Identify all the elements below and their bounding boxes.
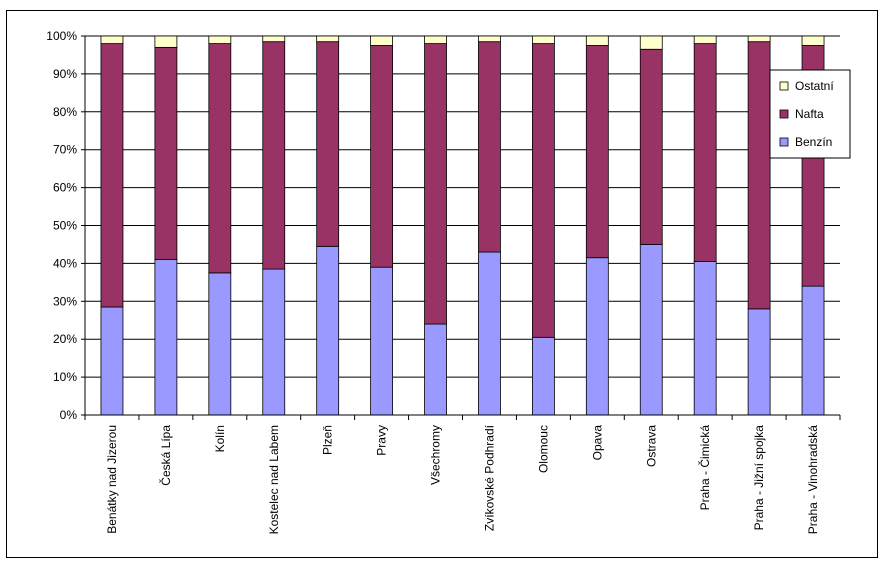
x-category-label: Praha - Čimická bbox=[697, 425, 712, 511]
bar-segment bbox=[316, 41, 340, 247]
legend-label: Benzín bbox=[795, 135, 832, 149]
legend-swatch bbox=[779, 81, 789, 91]
bar-segment bbox=[801, 285, 825, 416]
bar-segment bbox=[531, 43, 555, 338]
y-tick-label: 100% bbox=[46, 29, 77, 43]
y-tick-label: 20% bbox=[53, 332, 77, 346]
y-tick-label: 70% bbox=[53, 143, 77, 157]
y-tick-labels: 0% 10% 20% 30% 40% 50% 60% 70% 80% 90% 100% bbox=[46, 29, 77, 422]
bar-segment bbox=[370, 45, 394, 268]
x-category-label: Plzeň bbox=[321, 425, 335, 455]
x-category-label: Benátky nad Jizerou bbox=[105, 425, 119, 534]
bar-segment bbox=[585, 35, 609, 46]
bar-segment bbox=[316, 35, 340, 43]
bar-segment bbox=[154, 259, 178, 416]
gridlines bbox=[85, 35, 840, 378]
bar-segment bbox=[262, 268, 286, 416]
bar-segment bbox=[208, 272, 232, 416]
bar-segment bbox=[154, 35, 178, 48]
bar-segment bbox=[424, 43, 447, 325]
bar-segment bbox=[100, 43, 124, 308]
x-category-label: Zvíkovské Podhradí bbox=[482, 424, 496, 531]
legend-label: Nafta bbox=[795, 107, 824, 121]
x-category-label: Opava bbox=[590, 425, 604, 461]
bar-segment bbox=[154, 46, 178, 261]
bar-segment bbox=[639, 48, 663, 245]
bar-segment bbox=[639, 35, 663, 50]
x-category-label: Praha - Vinohradská bbox=[806, 425, 820, 535]
bar-segment bbox=[478, 251, 501, 416]
bar-segment bbox=[208, 43, 232, 274]
bar-segment bbox=[100, 306, 124, 416]
legend-label: Ostatní bbox=[795, 79, 834, 93]
y-tick-label: 0% bbox=[60, 408, 78, 422]
y-tick-label: 80% bbox=[53, 105, 77, 119]
bar-segment bbox=[693, 43, 717, 262]
bar-segment bbox=[585, 257, 609, 416]
bar-segment bbox=[424, 323, 447, 416]
x-category-label: Ostrava bbox=[644, 425, 658, 467]
bar-segment bbox=[531, 336, 555, 416]
bar-segment bbox=[370, 266, 394, 416]
bar-segment bbox=[100, 35, 124, 44]
bar-segment bbox=[262, 41, 286, 270]
x-category-label: Olomouc bbox=[536, 425, 550, 473]
legend-swatch bbox=[779, 137, 789, 147]
bar-segment bbox=[370, 35, 394, 46]
bar-segment bbox=[585, 45, 609, 259]
bar-segment bbox=[262, 35, 286, 43]
y-tick-label: 50% bbox=[53, 219, 77, 233]
bar-segment bbox=[747, 308, 771, 416]
bar-segment bbox=[693, 35, 717, 44]
bar-segment bbox=[801, 35, 825, 46]
x-category-label: Kolín bbox=[213, 425, 227, 452]
y-tick-label: 60% bbox=[53, 181, 77, 195]
y-tick-label: 30% bbox=[53, 294, 77, 308]
bar-segment bbox=[478, 41, 501, 253]
y-tick-label: 10% bbox=[53, 370, 77, 384]
bar-segment bbox=[208, 35, 232, 44]
x-category-label: Kostelec nad Labem bbox=[267, 425, 281, 534]
y-tick-label: 40% bbox=[53, 256, 77, 270]
axes bbox=[81, 35, 841, 420]
bar-segment bbox=[316, 245, 340, 416]
bar-segment bbox=[747, 35, 771, 43]
bar-segment bbox=[639, 244, 663, 416]
bar-segment bbox=[424, 35, 447, 44]
x-category-label: Česká Lípa bbox=[158, 425, 173, 486]
x-category-label: Praha - Jižní spojka bbox=[752, 425, 766, 531]
x-category-labels: Benátky nad Jizerou Česká Lípa Kolín Kostel… bbox=[105, 424, 820, 534]
x-category-label: Všechromy bbox=[429, 425, 443, 485]
legend-swatch bbox=[779, 109, 789, 119]
bar-segment bbox=[531, 35, 555, 44]
bar-segment bbox=[478, 35, 501, 43]
legend: Ostatní Nafta Benzín bbox=[769, 69, 851, 159]
bar-segment bbox=[747, 41, 771, 310]
y-tick-label: 90% bbox=[53, 67, 77, 81]
bar-segment bbox=[693, 261, 717, 416]
x-category-label: Pravy bbox=[375, 425, 389, 456]
